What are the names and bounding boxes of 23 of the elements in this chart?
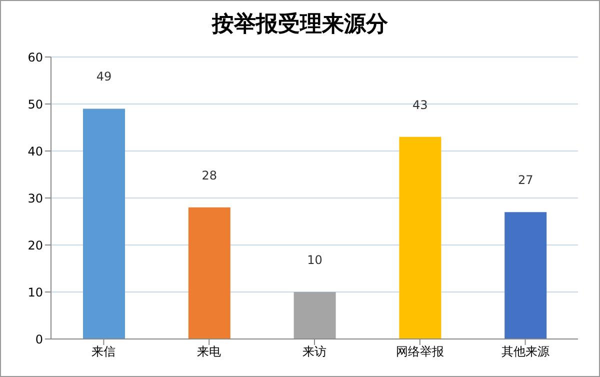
bar — [294, 292, 336, 339]
y-tick-label: 20 — [28, 238, 43, 252]
y-tick-label: 10 — [28, 285, 43, 300]
data-label: 49 — [96, 70, 112, 84]
bar — [83, 108, 125, 339]
bar — [399, 136, 442, 339]
data-label: 43 — [412, 98, 428, 112]
x-tick-label: 来电 — [197, 344, 222, 359]
y-tick-label: 40 — [28, 144, 43, 158]
y-tick-label: 0 — [35, 332, 43, 346]
y-tick-label: 60 — [28, 50, 43, 64]
bar — [504, 212, 547, 339]
x-tick-label: 网络举报 — [396, 344, 444, 359]
data-label: 10 — [307, 253, 322, 267]
y-tick-label: 50 — [28, 97, 43, 112]
y-tick-label: 30 — [28, 191, 43, 206]
x-tick-label: 来访 — [302, 344, 326, 359]
bar — [188, 207, 230, 339]
chart-title: 按举报受理来源分 — [210, 10, 389, 38]
data-label: 28 — [202, 168, 218, 182]
x-tick-label: 其他来源 — [501, 344, 550, 359]
data-label: 27 — [518, 173, 534, 188]
x-tick-label: 来信 — [92, 344, 116, 359]
